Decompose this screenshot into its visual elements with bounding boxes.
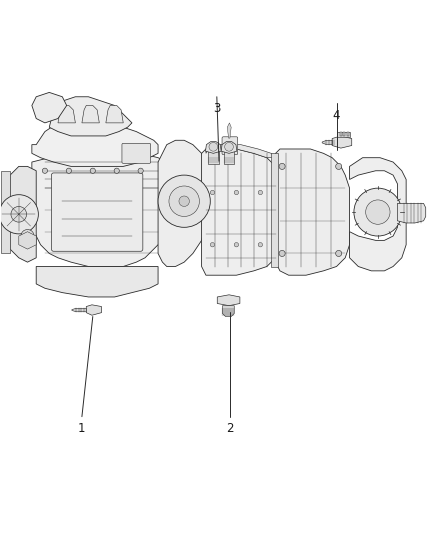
Circle shape: [354, 188, 402, 236]
Text: 1: 1: [78, 422, 86, 435]
Circle shape: [210, 190, 215, 195]
Polygon shape: [332, 136, 352, 148]
Polygon shape: [32, 92, 67, 123]
Polygon shape: [106, 106, 123, 123]
Circle shape: [225, 142, 233, 151]
Polygon shape: [10, 166, 36, 262]
Polygon shape: [336, 132, 350, 137]
Bar: [271, 154, 278, 266]
FancyBboxPatch shape: [122, 143, 151, 163]
Circle shape: [258, 190, 262, 195]
Circle shape: [21, 230, 34, 243]
Polygon shape: [72, 308, 86, 312]
FancyBboxPatch shape: [222, 137, 238, 155]
Polygon shape: [49, 97, 132, 136]
Polygon shape: [208, 151, 219, 164]
Circle shape: [0, 195, 39, 234]
Bar: [339, 133, 342, 136]
Polygon shape: [397, 204, 426, 223]
Polygon shape: [206, 144, 276, 158]
Circle shape: [234, 243, 239, 247]
FancyBboxPatch shape: [51, 173, 143, 251]
Polygon shape: [322, 140, 332, 144]
Polygon shape: [205, 142, 221, 154]
Circle shape: [169, 186, 199, 216]
Circle shape: [114, 168, 119, 173]
Circle shape: [279, 163, 285, 169]
Bar: [346, 133, 349, 136]
Text: 4: 4: [333, 109, 340, 122]
Circle shape: [279, 251, 285, 256]
Polygon shape: [223, 305, 234, 317]
Polygon shape: [227, 123, 231, 138]
Polygon shape: [58, 106, 75, 123]
Polygon shape: [82, 106, 99, 123]
Polygon shape: [158, 140, 206, 266]
Text: 2: 2: [226, 422, 233, 435]
Bar: [343, 133, 345, 136]
Circle shape: [42, 168, 47, 173]
Circle shape: [336, 163, 342, 169]
Polygon shape: [19, 232, 36, 249]
Circle shape: [179, 196, 189, 206]
Circle shape: [66, 168, 71, 173]
Circle shape: [366, 200, 390, 224]
Circle shape: [158, 175, 210, 228]
Polygon shape: [224, 151, 234, 164]
Polygon shape: [276, 149, 350, 275]
Circle shape: [234, 190, 239, 195]
Circle shape: [336, 251, 342, 256]
Polygon shape: [350, 158, 406, 271]
Circle shape: [90, 168, 95, 173]
Polygon shape: [86, 305, 102, 315]
Circle shape: [209, 142, 218, 151]
Polygon shape: [36, 266, 158, 297]
Circle shape: [11, 206, 27, 222]
Circle shape: [258, 243, 262, 247]
Polygon shape: [221, 142, 237, 154]
Polygon shape: [32, 149, 167, 266]
Polygon shape: [201, 149, 280, 275]
Circle shape: [210, 243, 215, 247]
Polygon shape: [1, 171, 10, 254]
Text: 3: 3: [213, 102, 220, 115]
Circle shape: [138, 168, 143, 173]
Polygon shape: [32, 118, 158, 166]
Polygon shape: [217, 295, 240, 305]
